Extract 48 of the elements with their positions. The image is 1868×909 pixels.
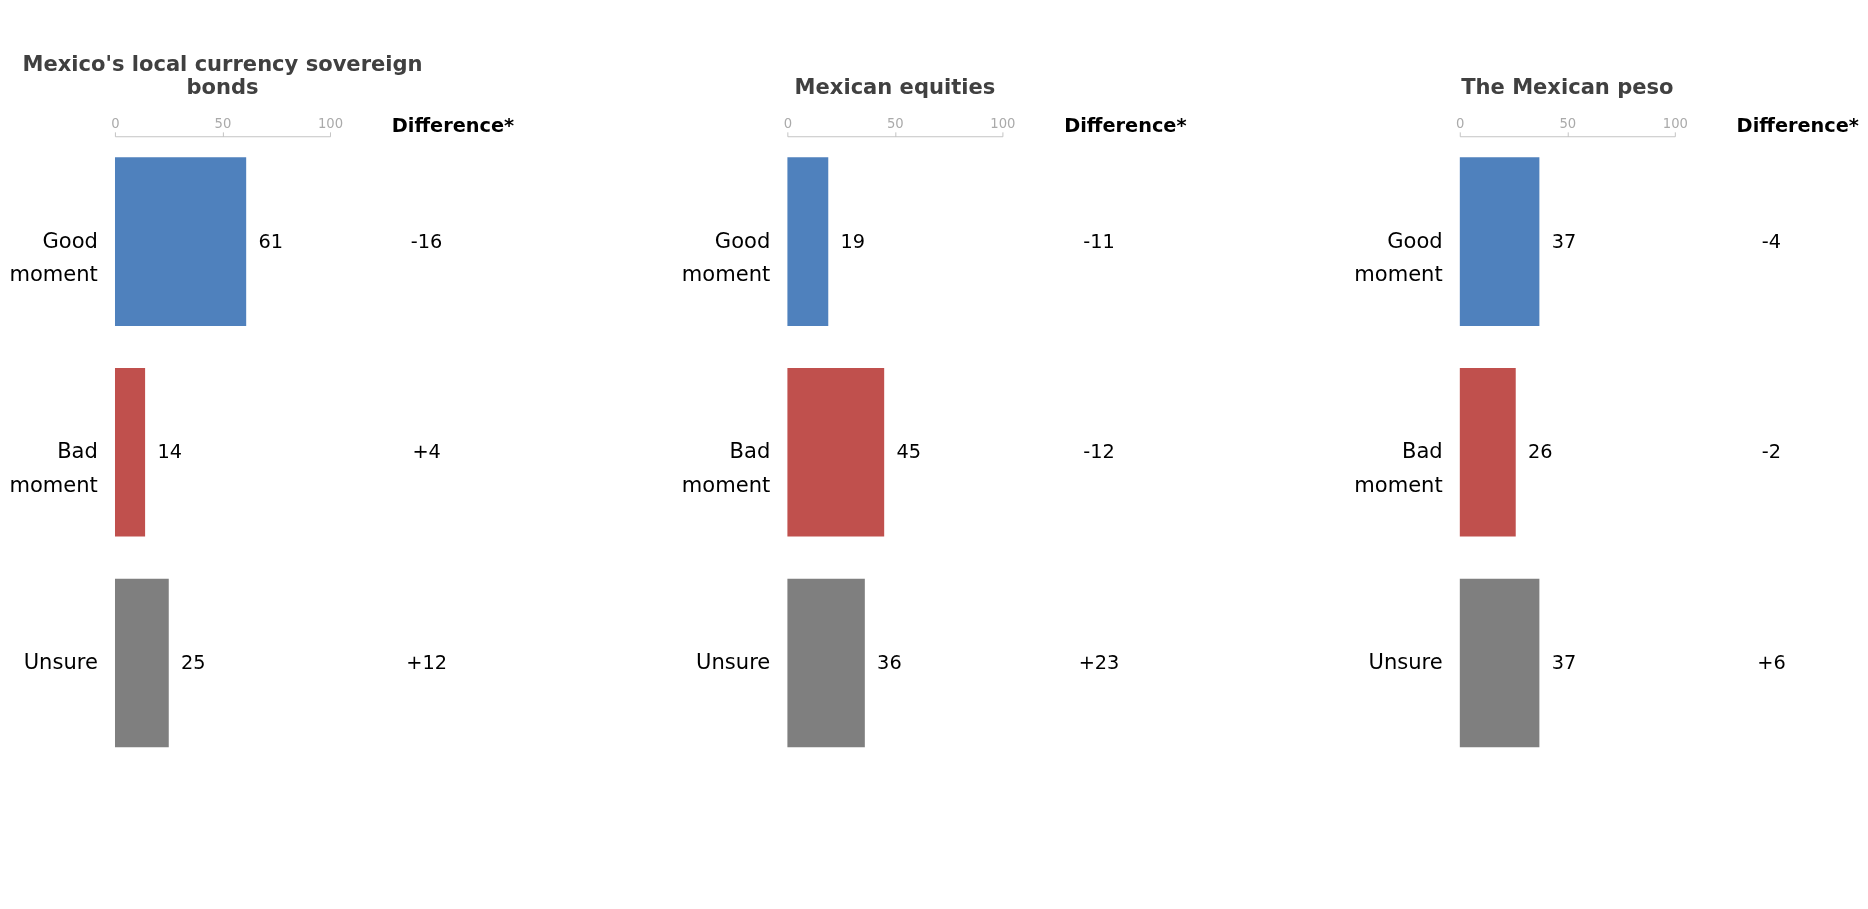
bar xyxy=(114,368,146,537)
y-tick-label: Unsure xyxy=(23,649,98,675)
text: +6 xyxy=(1757,651,1786,675)
text: Difference* xyxy=(1064,113,1187,137)
y-tick-label: Unsure xyxy=(1368,649,1443,675)
y-tick-label: Good moment xyxy=(9,227,98,287)
data-label: 61 xyxy=(258,229,284,253)
y-tick-label: Good moment xyxy=(681,227,771,287)
data-label: 26 xyxy=(1528,440,1553,464)
data-label: 37 xyxy=(1551,229,1577,253)
text: +12 xyxy=(406,651,447,675)
chart-title: Mexico's local currency sovereign bonds xyxy=(22,51,423,100)
y-tick-label: Bad moment xyxy=(1354,438,1443,497)
text: Difference* xyxy=(1736,113,1859,137)
data-label: 36 xyxy=(877,651,902,675)
y-tick-label: Unsure xyxy=(696,649,771,675)
text: -16 xyxy=(410,229,443,253)
text: +4 xyxy=(412,440,441,464)
x-tick-label: 0 xyxy=(111,115,120,131)
x-tick-label: 100 xyxy=(1662,115,1688,131)
x-tick-label: 100 xyxy=(990,115,1016,131)
x-tick-label: 50 xyxy=(887,115,904,131)
text: -2 xyxy=(1761,440,1782,464)
y-tick-label: Bad moment xyxy=(681,438,771,497)
chart-title: Mexican equities xyxy=(794,74,996,100)
x-tick-label: 0 xyxy=(783,115,793,131)
y-tick-label: Good moment xyxy=(1354,227,1443,287)
data-label: 45 xyxy=(896,440,922,464)
text: -11 xyxy=(1083,229,1115,253)
chart-title: The Mexican peso xyxy=(1461,74,1674,100)
x-tick-label: 0 xyxy=(1456,115,1465,131)
data-label: 25 xyxy=(181,651,206,675)
data-label: 14 xyxy=(157,440,182,464)
bar xyxy=(787,157,829,326)
x-tick-label: 100 xyxy=(317,115,344,131)
x-tick-label: 50 xyxy=(214,115,232,131)
bar xyxy=(114,157,247,326)
text: Difference* xyxy=(391,113,515,137)
text: +23 xyxy=(1078,651,1120,675)
data-label: 19 xyxy=(840,229,866,253)
x-tick-label: 50 xyxy=(1559,115,1577,131)
text: -4 xyxy=(1761,229,1782,253)
data-label: 37 xyxy=(1551,651,1577,675)
bar xyxy=(114,578,169,748)
bar xyxy=(787,578,865,748)
bar xyxy=(787,368,885,537)
y-tick-label: Bad moment xyxy=(9,438,98,497)
text: -12 xyxy=(1083,440,1115,464)
